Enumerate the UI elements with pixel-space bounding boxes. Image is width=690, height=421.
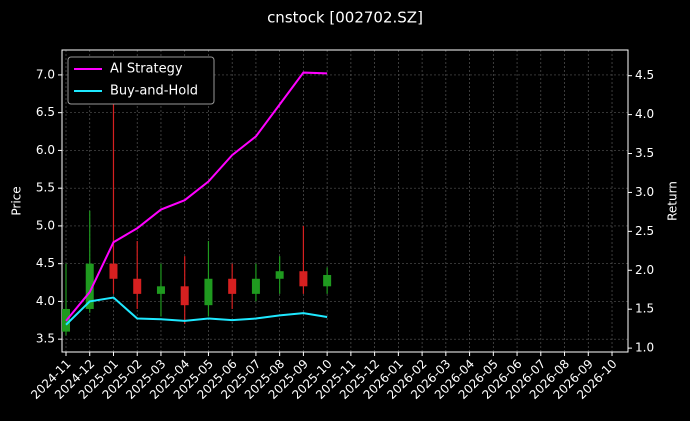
candle-body xyxy=(204,278,213,306)
y2-axis-label: Return xyxy=(666,181,680,221)
y-tick-label: 7.0 xyxy=(36,67,55,81)
plot-frame xyxy=(61,49,629,353)
candle-body xyxy=(299,271,308,287)
chart-title: cnstock [002702.SZ] xyxy=(267,9,423,27)
candle-body xyxy=(109,263,118,279)
y2-tick-label: 2.5 xyxy=(635,224,654,238)
candle-body xyxy=(85,263,94,309)
y-tick-label: 4.5 xyxy=(36,256,55,270)
candle-body xyxy=(180,286,189,306)
y2-tick-label: 3.0 xyxy=(635,185,654,199)
y-tick-label: 6.0 xyxy=(36,143,55,157)
y2-tick-label: 2.0 xyxy=(635,263,654,277)
y2-tick-label: 1.0 xyxy=(635,341,654,355)
candle-body xyxy=(251,278,260,294)
y2-tick-label: 3.5 xyxy=(635,146,654,160)
y-tick-label: 4.0 xyxy=(36,294,55,308)
return-line xyxy=(65,296,328,326)
legend-box xyxy=(67,56,215,105)
candle-body xyxy=(275,271,284,279)
y-axis-label: Price xyxy=(10,186,24,215)
y-tick-label: 6.5 xyxy=(36,105,55,119)
return-line xyxy=(65,71,328,322)
legend-label: Buy-and-Hold xyxy=(110,84,198,99)
candle-body xyxy=(323,274,332,287)
y2-tick-label: 4.0 xyxy=(635,107,654,121)
candle-body xyxy=(156,286,165,294)
y2-tick-label: 4.5 xyxy=(635,68,654,82)
candle-body xyxy=(133,278,142,294)
y-tick-label: 5.0 xyxy=(36,218,55,232)
y-tick-label: 3.5 xyxy=(36,332,55,346)
y2-tick-label: 1.5 xyxy=(635,302,654,316)
candle-body xyxy=(228,278,237,294)
legend-label: AI Strategy xyxy=(110,62,183,77)
y-tick-label: 5.5 xyxy=(36,181,55,195)
